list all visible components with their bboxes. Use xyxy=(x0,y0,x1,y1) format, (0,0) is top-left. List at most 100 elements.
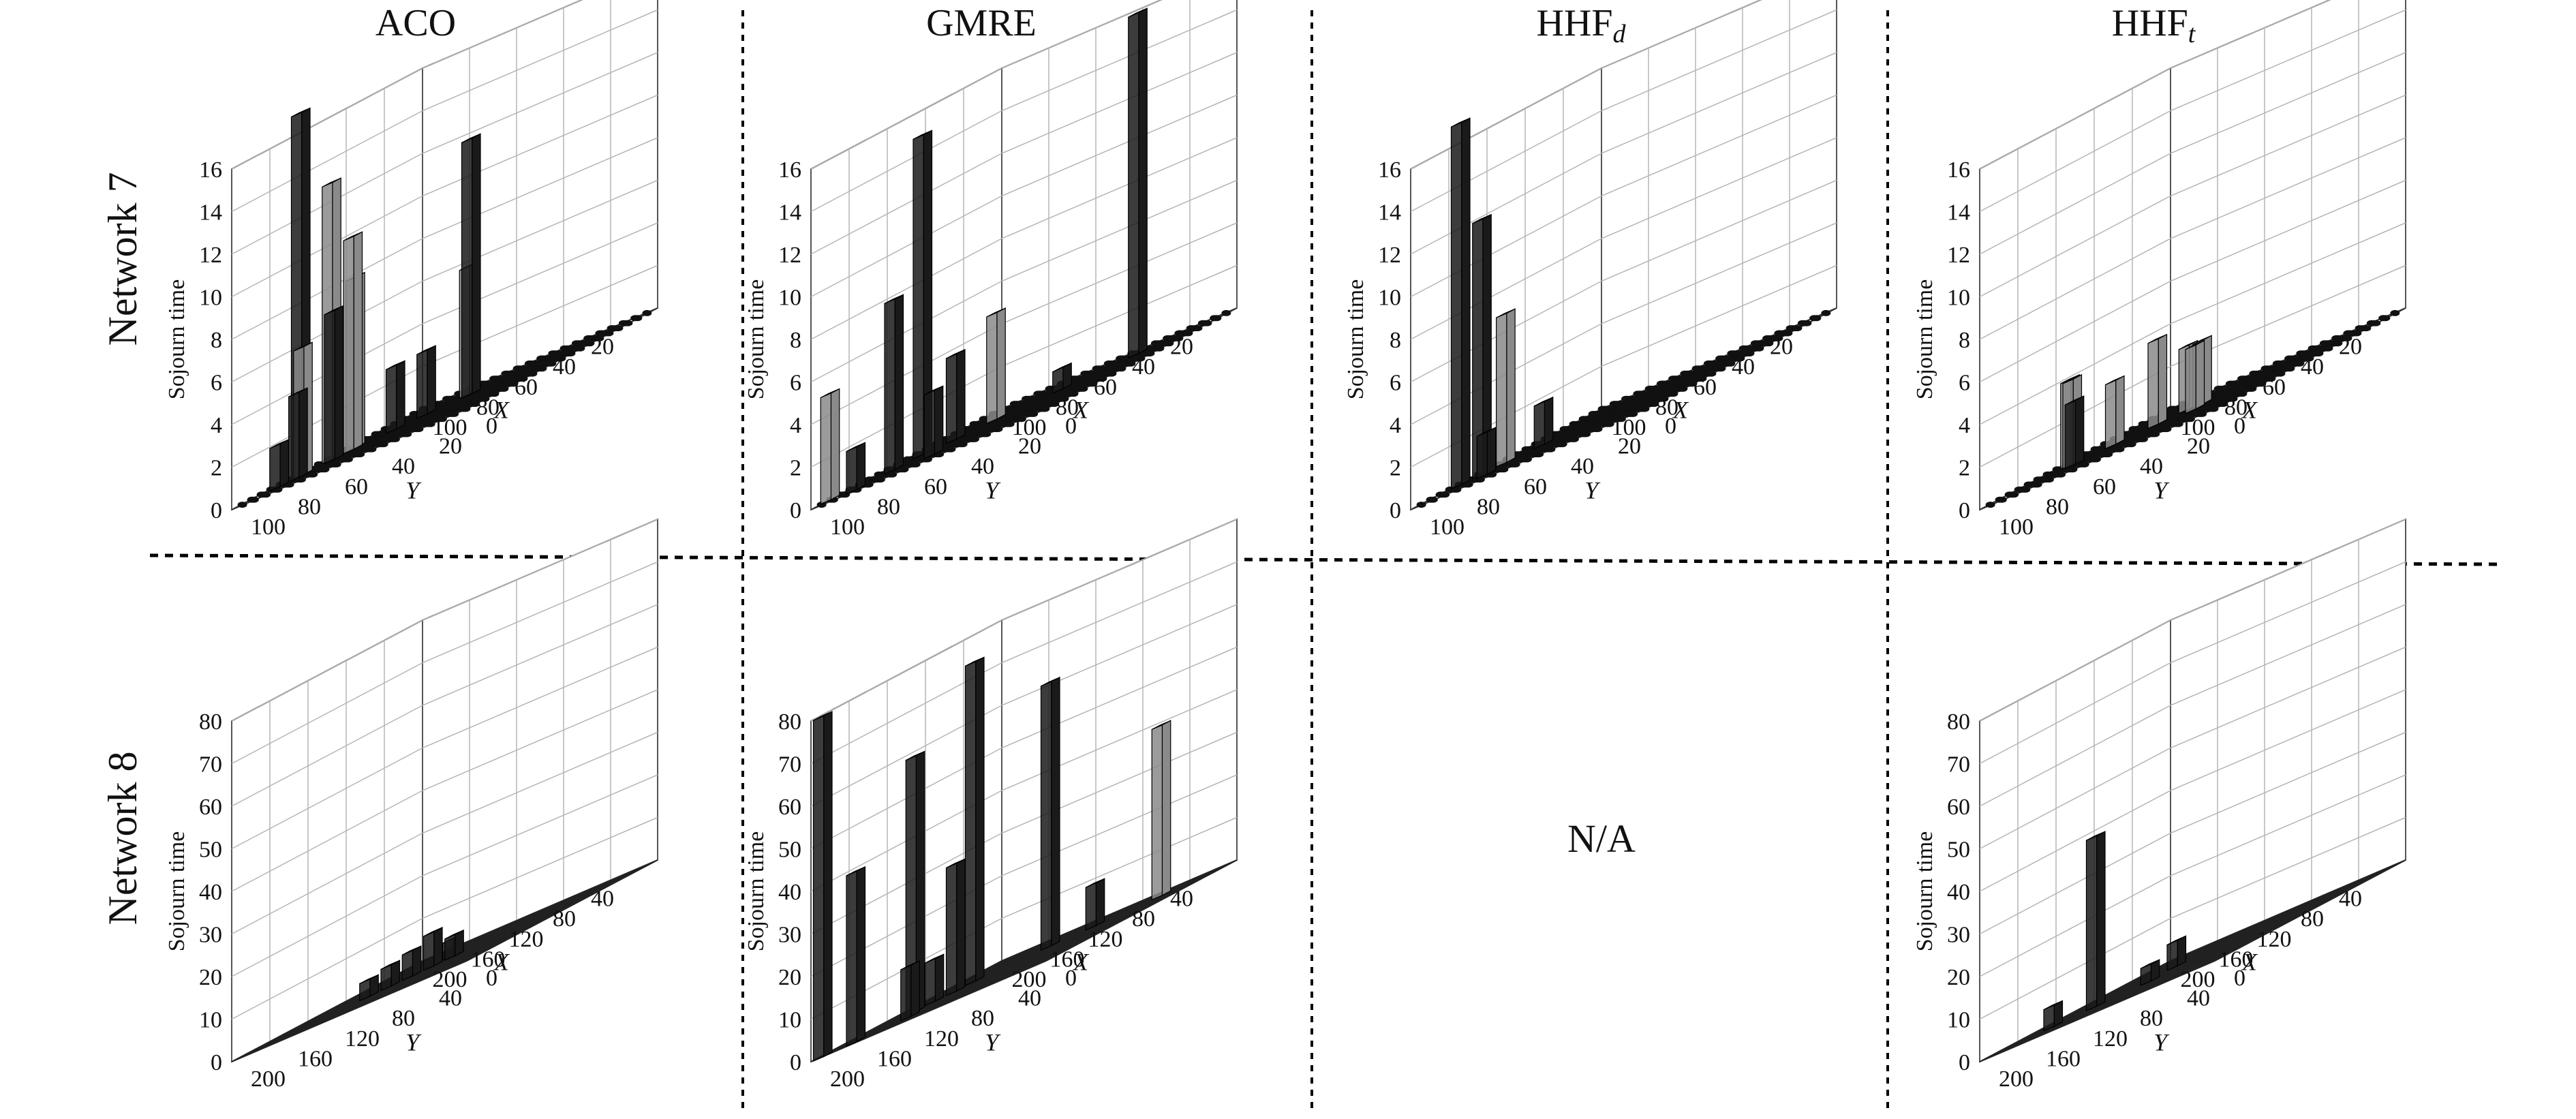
z-tick-label: 6 xyxy=(1390,371,1401,396)
z-tick-label: 6 xyxy=(1959,371,1970,396)
x-axis-label: X xyxy=(1072,396,1090,423)
z-tick-label: 40 xyxy=(199,880,222,905)
floor-grid-line xyxy=(810,960,1047,1062)
z-gridline xyxy=(231,689,658,892)
x-axis-label: X xyxy=(2241,948,2258,975)
floor-grid-line xyxy=(829,950,1066,1052)
floor-grid-line xyxy=(1993,953,2230,1055)
x-axis-label: X xyxy=(1672,396,1689,423)
bar xyxy=(2185,339,2205,414)
z-tick-label: 16 xyxy=(199,157,222,183)
floor-dot xyxy=(470,401,480,408)
y-tick-label: 80 xyxy=(298,494,321,519)
z-gridline xyxy=(1979,179,2406,383)
z-axis-label: Sojourn time xyxy=(164,831,189,952)
floor-dot xyxy=(816,502,827,508)
floor-dot xyxy=(1221,309,1231,316)
z-tick-label: 0 xyxy=(1959,1050,1970,1075)
floor-dot xyxy=(2009,491,2019,498)
bar xyxy=(1128,7,1148,359)
floor-dot xyxy=(1687,380,1698,387)
floor-grid-line xyxy=(255,947,491,1050)
floor-dot xyxy=(556,355,566,362)
floor-dot xyxy=(2323,345,2333,352)
bar xyxy=(1085,878,1105,931)
y-tick-label: 80 xyxy=(2046,494,2069,519)
floor-dot xyxy=(2275,370,2286,377)
bar xyxy=(964,656,985,987)
bar xyxy=(820,388,840,505)
floor-grid-line xyxy=(231,960,467,1062)
floor-dot xyxy=(1659,395,1669,402)
floor-grid-line xyxy=(236,957,472,1060)
z-tick-label: 4 xyxy=(211,413,222,438)
floor-dot xyxy=(261,491,271,498)
x-tick-label: 100 xyxy=(433,415,467,440)
z-gridline xyxy=(1979,561,2406,765)
right-wall xyxy=(1601,0,1837,410)
floor-dot xyxy=(547,360,557,367)
y-tick-label: 80 xyxy=(2140,1006,2163,1031)
x-axis-label: X xyxy=(493,948,510,975)
x-tick-label: 160 xyxy=(1050,947,1085,972)
z-tick-label: 0 xyxy=(1959,498,1970,523)
floor-dot xyxy=(1726,360,1736,367)
floor-dot xyxy=(575,345,585,352)
floor-dot xyxy=(1107,370,1117,377)
z-gridline xyxy=(1979,9,2406,213)
floor-dot xyxy=(1005,420,1015,427)
z-tick-label: 30 xyxy=(778,923,801,948)
z-gridline xyxy=(231,604,658,807)
floor-dot xyxy=(2197,410,2207,417)
z-tick-label: 8 xyxy=(1390,328,1401,353)
y-tick-label: 160 xyxy=(298,1046,333,1071)
z-gridline xyxy=(1410,0,1762,170)
z-tick-label: 60 xyxy=(1947,795,1970,820)
floor-grid-line xyxy=(461,862,652,964)
bar xyxy=(846,865,866,1047)
y-tick-label: 80 xyxy=(877,494,900,519)
z-tick-label: 10 xyxy=(199,286,222,311)
floor-dot xyxy=(1745,350,1755,357)
floor-dot xyxy=(1069,390,1079,397)
floor-dot xyxy=(2342,335,2352,341)
y-axis-label: Y xyxy=(1584,476,1601,504)
z-tick-label: 14 xyxy=(1378,200,1401,226)
floor-dot xyxy=(946,446,956,453)
x-tick-label: 60 xyxy=(1094,375,1117,400)
bar xyxy=(2147,333,2168,429)
z-gridline xyxy=(810,0,1163,170)
floor-dot xyxy=(1440,491,1450,498)
x-tick-label: 80 xyxy=(2301,906,2324,932)
bar xyxy=(1151,720,1171,901)
floor-dot xyxy=(320,466,330,473)
z-tick-label: 14 xyxy=(778,200,801,226)
bar xyxy=(380,960,401,992)
floor-dot xyxy=(981,431,992,438)
floor-dot xyxy=(249,496,259,503)
floor-dot xyxy=(1649,401,1659,408)
y-tick-label: 100 xyxy=(1999,515,2034,540)
floor-dot xyxy=(1668,390,1678,397)
z-gridline xyxy=(231,561,658,765)
floor-dot xyxy=(1716,365,1726,372)
bar xyxy=(1496,308,1516,467)
z-gridline xyxy=(810,519,1238,722)
y-tick-label: 80 xyxy=(971,1006,994,1031)
floor-grid-line xyxy=(1989,955,2225,1058)
x-tick-label: 100 xyxy=(2181,415,2215,440)
floor-dot xyxy=(1754,345,1764,352)
bar xyxy=(2104,375,2125,450)
bar xyxy=(401,945,422,981)
y-tick-label: 20 xyxy=(1618,434,1641,459)
floor-dot xyxy=(1116,365,1126,372)
z-tick-label: 8 xyxy=(1959,328,1970,353)
bar xyxy=(945,858,966,996)
floor-dot xyxy=(2173,420,2183,427)
floor-dot xyxy=(993,426,1003,433)
z-tick-label: 4 xyxy=(1390,413,1401,438)
col-title-hhft: HHFt xyxy=(2112,2,2196,48)
